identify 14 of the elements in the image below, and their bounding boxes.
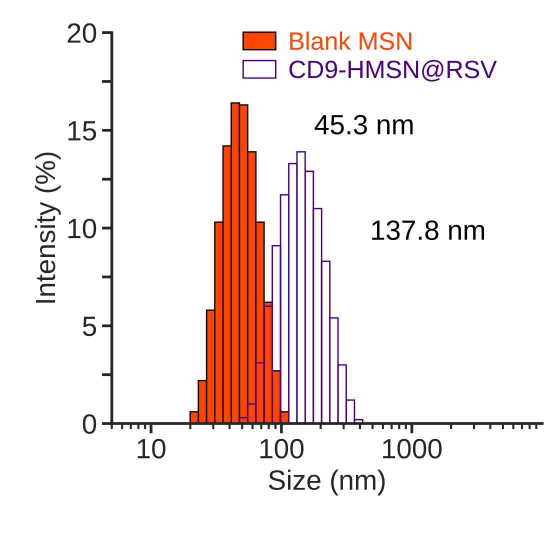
x-tick-label: 1000 [383, 438, 442, 459]
y-tick-label: 10 [68, 218, 96, 238]
y-tick-label: 15 [68, 121, 96, 141]
x-tick-label: 100 [260, 438, 304, 459]
legend-label: CD9-HMSN@RSV [289, 60, 497, 82]
legend-label: Blank MSN [290, 32, 412, 50]
y-axis-title: Intensity (%) [34, 152, 61, 303]
y-tick-label: 5 [82, 316, 96, 336]
x-axis-title: Size (nm) [268, 470, 385, 496]
annotation: 137.8 nm [372, 220, 484, 240]
annotation: 45.3 nm [314, 114, 413, 135]
x-tick-label: 10 [138, 438, 166, 459]
y-tick-label: 0 [82, 414, 96, 434]
y-tick-label: 20 [68, 23, 96, 43]
